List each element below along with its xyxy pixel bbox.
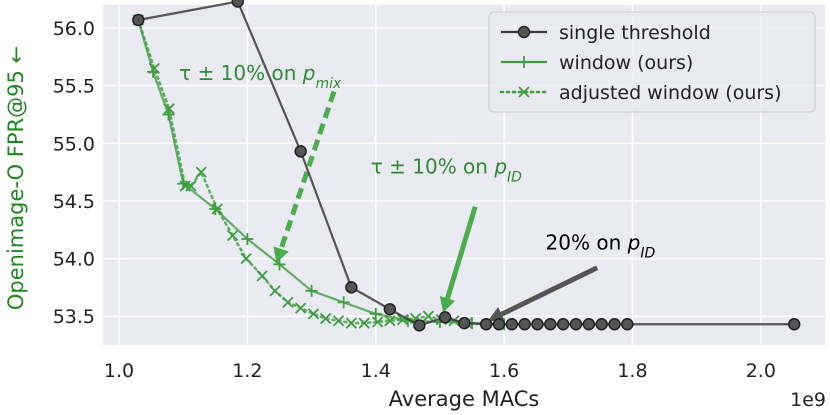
data-point: [305, 284, 318, 297]
y-tick-label: 56.0: [53, 18, 95, 40]
data-point: [582, 318, 596, 331]
y-tick-label: 55.5: [53, 76, 95, 98]
annotation-arrow-shaft: [278, 90, 337, 250]
data-point: [227, 229, 239, 242]
annotation-text: 20% on pID: [546, 230, 656, 261]
legend-item: single threshold: [501, 22, 711, 44]
data-point: [518, 318, 531, 331]
legend-box: [488, 11, 816, 113]
data-point: [569, 318, 583, 331]
data-point: [269, 285, 281, 297]
x-offset-label: 1e9: [790, 389, 826, 411]
data-point: [148, 62, 160, 75]
data-point: [544, 318, 557, 331]
data-point: [372, 316, 384, 328]
data-point: [505, 318, 519, 331]
data-point: [163, 103, 175, 115]
annotation-text: τ ± 10% on pID: [371, 154, 522, 185]
x-tick-label: 2.0: [746, 360, 776, 382]
x-tick-label: 1.0: [104, 360, 134, 382]
data-point: [556, 318, 570, 331]
data-point: [307, 308, 320, 320]
data-point: [211, 203, 223, 215]
x-tick-label: 1.4: [361, 360, 391, 382]
x-tick-label: 1.2: [232, 360, 262, 382]
data-point: [256, 270, 268, 282]
x-tick-label: 1.6: [489, 360, 519, 382]
data-point: [282, 296, 294, 308]
data-point: [422, 310, 435, 322]
legend-label: adjusted window (ours): [559, 82, 782, 104]
data-point: [517, 25, 531, 39]
data-point: [383, 303, 397, 316]
y-tick-label: 53.5: [53, 306, 95, 328]
data-point: [384, 315, 396, 327]
data-point: [518, 86, 530, 98]
y-tick-label: 55.0: [53, 133, 95, 155]
data-point: [413, 319, 426, 332]
legend-item: adjusted window (ours): [499, 82, 782, 104]
x-axis-label: Average MACs: [389, 387, 540, 411]
data-point: [337, 296, 350, 309]
data-point: [231, 0, 244, 8]
data-point: [531, 318, 544, 331]
annotation-arrow-shaft: [445, 205, 478, 300]
data-point: [492, 318, 506, 331]
data-point: [294, 145, 307, 158]
data-point: [209, 203, 222, 215]
data-point: [518, 56, 530, 68]
data-point: [458, 316, 471, 330]
data-point: [195, 166, 207, 178]
data-point: [438, 311, 452, 324]
annotation-arrow-head: [439, 296, 456, 313]
legend-label: window (ours): [559, 52, 693, 74]
data-point: [240, 252, 252, 265]
series-single-threshold: [132, 0, 801, 332]
data-point: [787, 318, 801, 331]
data-point: [332, 315, 345, 327]
data-point: [345, 317, 358, 329]
annotation-arrow-head: [488, 307, 506, 322]
data-point: [320, 312, 332, 325]
annotation-arrow-head: [273, 246, 289, 264]
legend-item: window (ours): [501, 52, 693, 74]
y-tick-label: 54.5: [53, 191, 95, 213]
data-point: [621, 318, 634, 331]
y-axis-label: Openimage-O FPR@95 ←: [4, 46, 28, 310]
data-point: [595, 318, 608, 331]
data-point: [241, 232, 254, 245]
data-point: [295, 302, 307, 314]
data-point: [358, 317, 370, 329]
annotation-arrow-shaft: [500, 265, 599, 317]
data-point: [397, 314, 409, 326]
series-adjusted-window-ours-: [132, 14, 473, 329]
data-point: [273, 258, 286, 271]
y-tick-label: 54.0: [53, 249, 95, 271]
data-point: [345, 281, 358, 294]
legend-label: single threshold: [559, 22, 711, 44]
annotation-text: τ ± 10% on pmix: [179, 61, 342, 92]
data-point: [132, 13, 145, 27]
data-point: [608, 318, 621, 331]
x-tick-label: 1.8: [617, 360, 647, 382]
data-point: [185, 180, 197, 192]
data-point: [479, 318, 493, 331]
data-point: [369, 307, 382, 320]
